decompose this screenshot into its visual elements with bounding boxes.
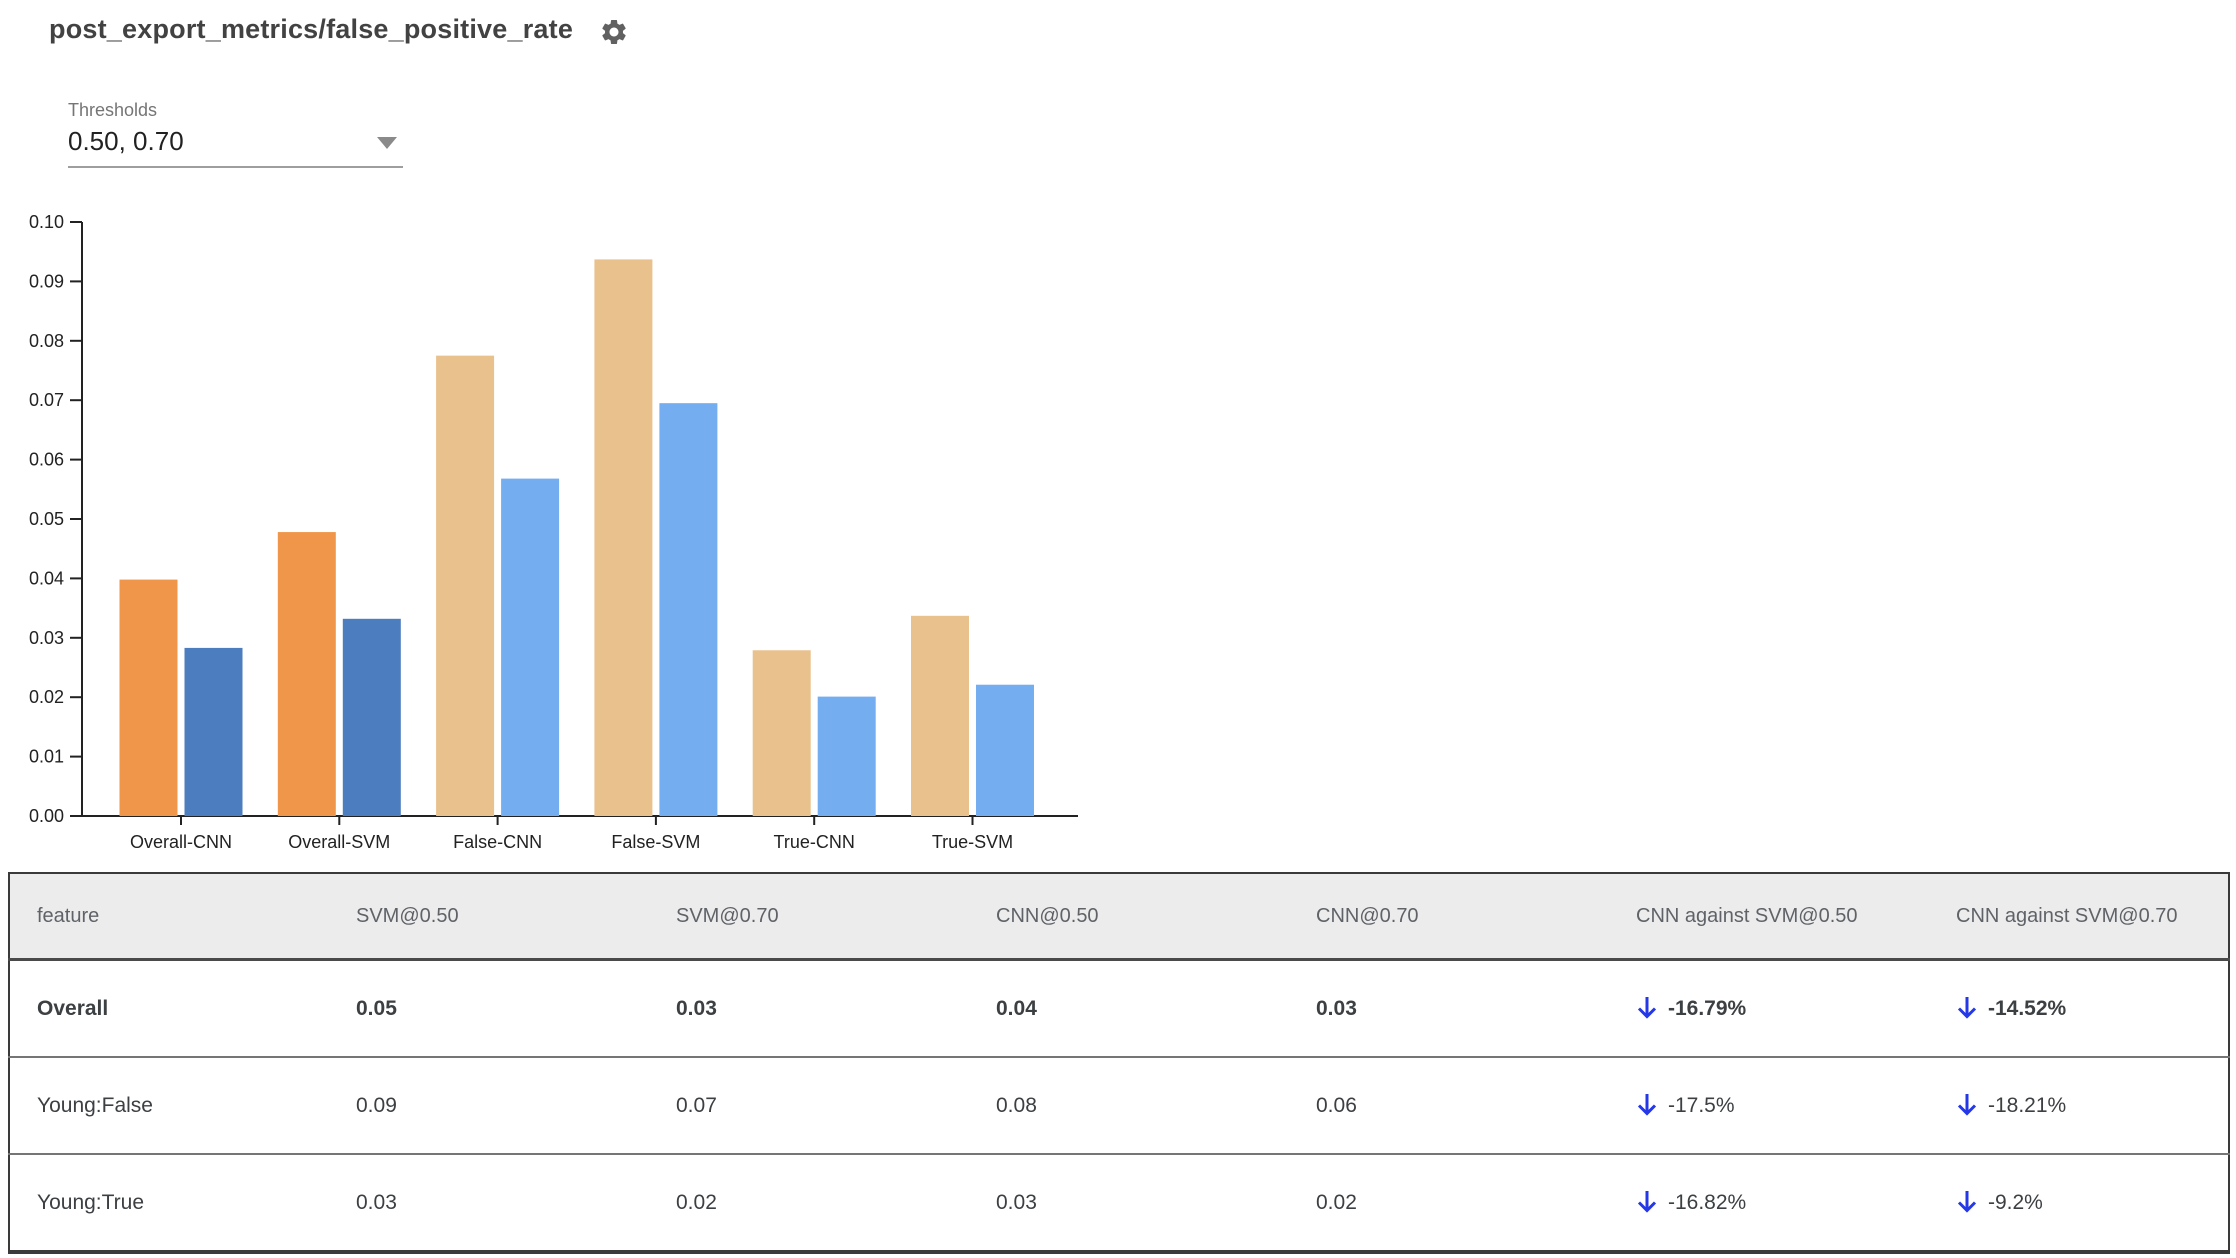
metric-value-cell: 0.02 [1316,1190,1357,1214]
x-axis-category-label: False-CNN [453,832,542,852]
arrow-down-icon [1957,1094,1977,1116]
delta-cell: -9.2% [1929,1154,2229,1252]
x-axis-category-label: True-SVM [932,832,1013,852]
delta-value: -14.52% [1988,996,2067,1020]
page-title: post_export_metrics/false_positive_rate [49,14,574,44]
delta-value: -18.21% [1988,1093,2067,1117]
delta-cell: -14.52% [1929,959,2229,1058]
gear-icon[interactable] [599,17,629,47]
metric-value-cell: 0.03 [1289,959,1609,1058]
delta-value: -16.79% [1668,996,1747,1020]
delta-value: -9.2% [1988,1190,2043,1214]
arrow-down-icon [1637,1191,1657,1213]
bar-chart-svg: 0.00 0.01 0.02 0.03 0.04 0.05 0.06 0.07 0.08 0.09… [29,212,1078,852]
table-row-young-false[interactable]: Young:False 0.09 0.07 0.08 0.06 -17.5% -18.21% [9,1057,2229,1155]
y-axis-tick-label: 0.01 [29,747,64,767]
metrics-table: feature SVM@0.50 SVM@0.70 CNN@0.50 CNN@0.70 C… [8,872,2230,1254]
bar-False-CNN-at-0.70 [501,478,560,816]
table-row-overall[interactable]: Overall 0.05 0.03 0.04 0.03 -16.79% -14.52% [9,959,2229,1058]
column-header-4: CNN@0.70 [1289,873,1609,961]
bar-True-SVM-at-0.50 [911,615,969,816]
metric-value-cell: 0.05 [329,959,649,1058]
x-axis-category-label: Overall-SVM [288,832,390,852]
metric-value-cell: 0.03 [356,1190,397,1214]
metric-card-header: post_export_metrics/false_positive_rate [49,14,629,47]
x-axis-category-label: True-CNN [774,832,855,852]
delta-cell: -16.82% [1609,1154,1929,1252]
x-axis-category-label: Overall-CNN [130,832,232,852]
bar-Overall-CNN-at-0.70 [184,647,243,816]
delta-cell: -18.21% [1929,1057,2229,1155]
bar-False-CNN-at-0.50 [436,355,495,816]
y-axis-tick-label: 0.06 [29,450,64,470]
feature-cell: Overall [9,959,329,1058]
thresholds-dropdown[interactable]: Thresholds 0.50, 0.70 [68,100,403,168]
y-axis-tick-label: 0.05 [29,509,64,529]
feature-cell: Young:False [9,1057,329,1155]
bar-True-CNN-at-0.70 [817,696,876,816]
metric-value-cell: 0.08 [969,1057,1289,1155]
table-row-young-true[interactable]: Young:True 0.03 0.02 0.03 0.02 -16.82% -9.2% [9,1154,2229,1252]
bar-Overall-SVM-at-0.70 [342,618,401,816]
feature-cell: Young:True [37,1190,145,1214]
bar-False-SVM-at-0.70 [659,403,718,816]
table-header: feature SVM@0.50 SVM@0.70 CNN@0.50 CNN@0.70 C… [9,873,2229,961]
column-header-2: SVM@0.70 [649,873,969,961]
arrow-down-icon [1957,1191,1977,1213]
false-positive-rate-bar-chart: 0.00 0.01 0.02 0.03 0.04 0.05 0.06 0.07 0.08 0.09… [0,196,1100,856]
arrow-down-icon [1957,997,1977,1019]
delta-value: -16.82% [1668,1190,1747,1214]
metric-value-cell: 0.03 [649,959,969,1058]
y-axis-tick-label: 0.02 [29,687,64,707]
metric-value-cell: 0.02 [676,1190,717,1214]
y-axis-tick-label: 0.09 [29,271,64,291]
column-header-5: CNN against SVM@0.50 [1609,873,1929,961]
bar-Overall-SVM-at-0.50 [277,532,336,816]
metric-value-cell: 0.07 [649,1057,969,1155]
metric-value-cell: 0.04 [969,959,1289,1058]
column-header-6: CNN against SVM@0.70 [1929,873,2229,961]
y-axis-tick-label: 0.08 [29,331,64,351]
column-header-1: SVM@0.50 [329,873,649,961]
bar-False-SVM-at-0.50 [594,259,653,816]
column-header-3: CNN@0.50 [969,873,1289,961]
gear-icon-svg [602,20,626,44]
delta-cell: -17.5% [1609,1057,1929,1155]
delta-cell: -16.79% [1609,959,1929,1058]
y-axis-tick-label: 0.10 [29,212,64,232]
column-header-0: feature [9,873,329,961]
delta-value: -17.5% [1668,1093,1735,1117]
metric-value-cell: 0.06 [1289,1057,1609,1155]
arrow-down-icon [1637,1094,1657,1116]
bar-True-SVM-at-0.70 [976,684,1034,816]
thresholds-value: 0.50, 0.70 [68,126,184,156]
chevron-down-icon[interactable] [377,137,397,149]
y-axis-tick-label: 0.03 [29,628,64,648]
y-axis-tick-label: 0.00 [29,806,64,826]
thresholds-label: Thresholds [68,100,158,120]
bar-True-CNN-at-0.50 [752,650,811,816]
y-axis-tick-label: 0.04 [29,568,64,588]
x-axis-category-label: False-SVM [611,832,700,852]
metric-value-cell: 0.03 [996,1190,1037,1214]
arrow-down-icon [1637,997,1657,1019]
bar-Overall-CNN-at-0.50 [119,579,178,816]
y-axis-tick-label: 0.07 [29,390,64,410]
metric-value-cell: 0.09 [329,1057,649,1155]
